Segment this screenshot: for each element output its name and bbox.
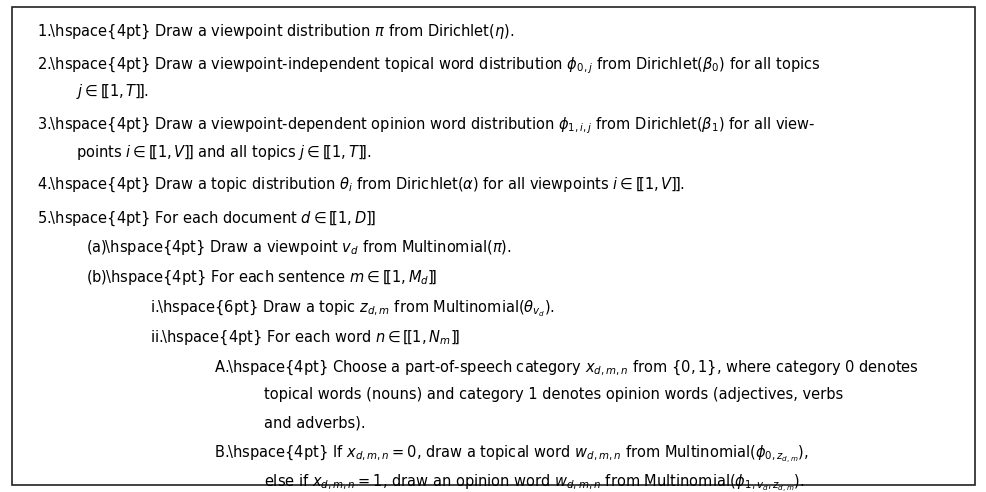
Text: B.\hspace{4pt} If $x_{d,m,n} = 0$, draw a topical word $w_{d,m,n}$ from Multinom: B.\hspace{4pt} If $x_{d,m,n} = 0$, draw … — [214, 443, 809, 465]
Text: $j \in [\![1, T]\!]$.: $j \in [\![1, T]\!]$. — [76, 82, 149, 101]
Text: ii.\hspace{4pt} For each word $n \in [\![1, N_m]\!]$: ii.\hspace{4pt} For each word $n \in [\!… — [150, 328, 459, 347]
Text: A.\hspace{4pt} Choose a part-of-speech category $x_{d,m,n}$ from $\{0,1\}$, wher: A.\hspace{4pt} Choose a part-of-speech c… — [214, 359, 918, 378]
Text: 3.\hspace{4pt} Draw a viewpoint-dependent opinion word distribution $\phi_{1,i,j: 3.\hspace{4pt} Draw a viewpoint-dependen… — [36, 115, 814, 136]
Text: 2.\hspace{4pt} Draw a viewpoint-independent topical word distribution $\phi_{0,j: 2.\hspace{4pt} Draw a viewpoint-independ… — [36, 56, 819, 76]
Text: topical words (nouns) and category 1 denotes opinion words (adjectives, verbs: topical words (nouns) and category 1 den… — [263, 387, 842, 402]
Text: (b)\hspace{4pt} For each sentence $m \in [\![1, M_d]\!]$: (b)\hspace{4pt} For each sentence $m \in… — [86, 269, 437, 287]
Text: else if $x_{d,m,n} = 1$, draw an opinion word $w_{d,m,n}$ from Multinomial$(\phi: else if $x_{d,m,n} = 1$, draw an opinion… — [263, 472, 804, 492]
Text: i.\hspace{6pt} Draw a topic $z_{d,m}$ from Multinomial$(\theta_{v_d})$.: i.\hspace{6pt} Draw a topic $z_{d,m}$ fr… — [150, 298, 554, 319]
Text: 4.\hspace{4pt} Draw a topic distribution $\theta_i$ from Dirichlet$(\alpha)$ for: 4.\hspace{4pt} Draw a topic distribution… — [36, 176, 684, 194]
Text: (a)\hspace{4pt} Draw a viewpoint $v_d$ from Multinomial$(\pi)$.: (a)\hspace{4pt} Draw a viewpoint $v_d$ f… — [86, 239, 511, 257]
Text: points $i \in [\![1, V]\!]$ and all topics $j \in [\![1, T]\!]$.: points $i \in [\![1, V]\!]$ and all topi… — [76, 143, 371, 162]
Text: and adverbs).: and adverbs). — [263, 415, 365, 430]
Text: 5.\hspace{4pt} For each document $d \in [\![1, D]\!]$: 5.\hspace{4pt} For each document $d \in … — [36, 209, 375, 227]
Text: 1.\hspace{4pt} Draw a viewpoint distribution $\pi$ from Dirichlet$(\eta)$.: 1.\hspace{4pt} Draw a viewpoint distribu… — [36, 22, 514, 41]
